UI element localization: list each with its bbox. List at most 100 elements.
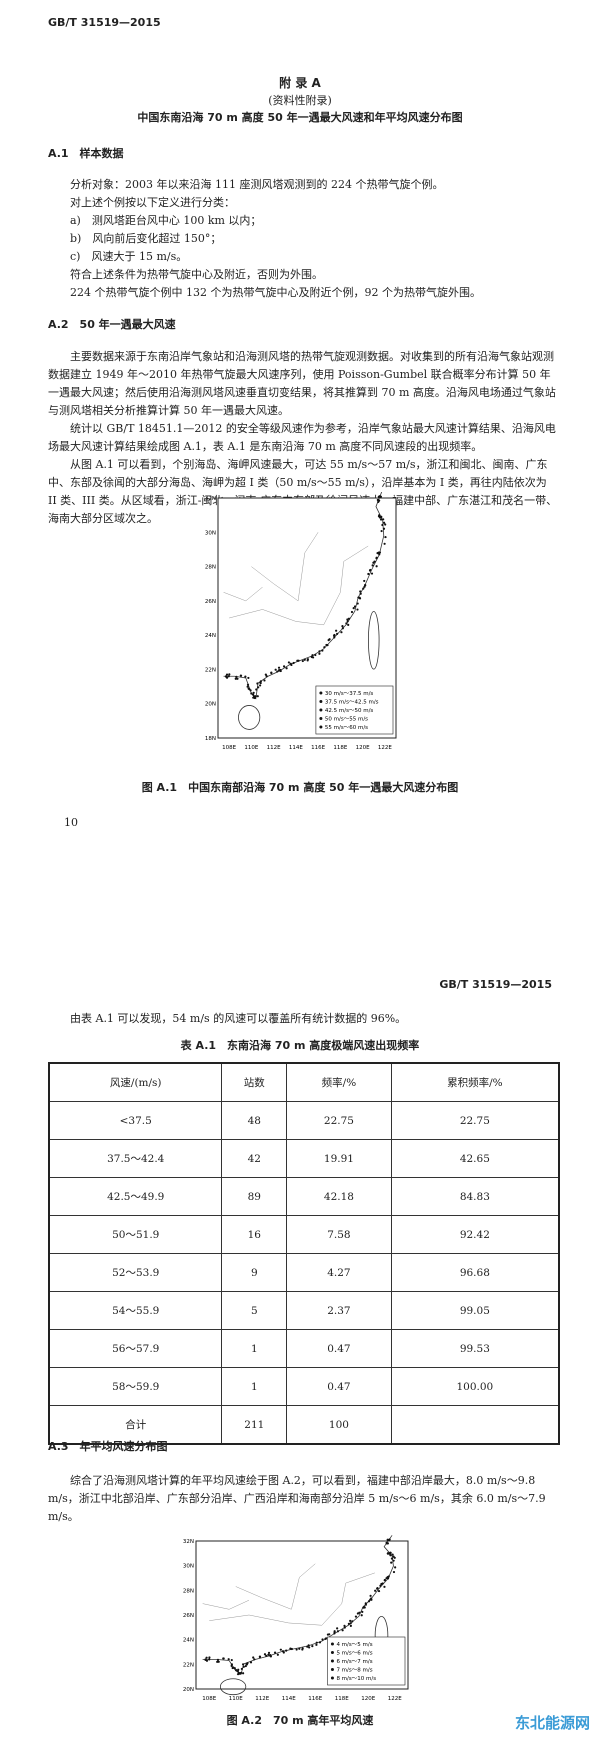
station-dot	[335, 629, 338, 632]
table: 风速/(m/s) 站数 频率/% 累积频率/% <37.5 48 22.75 22.75 37.…	[48, 1062, 560, 1445]
station-dot	[208, 1658, 211, 1661]
paragraph: 224 个热带气旋个例中 132 个为热带气旋中心及附近个例，92 个为热带气旋…	[70, 286, 481, 299]
station-dot	[239, 674, 243, 677]
figure-caption: 图 A.1 中国东南部沿海 70 m 高度 50 年一遇最大风速分布图	[141, 781, 459, 794]
station-dot	[265, 674, 268, 678]
watermark: 东北能源网	[514, 1714, 590, 1732]
station-dot	[378, 553, 381, 556]
station-dot	[375, 556, 378, 559]
station-dot	[241, 1663, 245, 1666]
station-dot	[252, 691, 255, 694]
boundary	[235, 1563, 316, 1610]
table-cell: 16	[221, 1215, 288, 1254]
legend-marker	[319, 691, 323, 695]
station-dot	[216, 1660, 219, 1663]
table-row: 42.5～49.9 89 42.18 84.83	[48, 1177, 560, 1216]
legend-label: 55 m/s～60 m/s	[325, 725, 368, 731]
legend-label: 5 m/s～6 m/s	[336, 1651, 372, 1657]
station-dot	[315, 1641, 318, 1644]
station-dot	[326, 643, 329, 647]
station-dot	[364, 1603, 368, 1606]
station-dot	[379, 518, 383, 521]
station-dot	[251, 693, 255, 696]
x-axis-label: 112E	[255, 1696, 269, 1702]
island	[238, 705, 261, 730]
table-cell: 7.58	[286, 1215, 392, 1254]
y-axis-label: 30N	[205, 530, 216, 536]
legend-marker	[319, 700, 323, 703]
station-dot	[382, 518, 385, 521]
x-axis-label: 108E	[222, 745, 236, 751]
station-dot	[321, 1638, 324, 1641]
station-dot	[380, 529, 383, 533]
station-dot	[350, 610, 354, 614]
station-dot	[343, 1626, 346, 1629]
table-cell: 92.42	[390, 1215, 560, 1254]
station-dot	[234, 677, 237, 680]
legend-marker	[330, 1676, 334, 1680]
station-dot	[311, 1644, 314, 1648]
table-cell: 89	[221, 1177, 288, 1216]
station-dot	[385, 1577, 388, 1580]
station-dot	[341, 1629, 344, 1632]
x-axis-label: 110E	[229, 1696, 243, 1702]
station-dot	[384, 523, 387, 526]
station-dot	[230, 1664, 233, 1667]
station-dot	[347, 617, 351, 620]
boundary	[202, 1599, 250, 1610]
station-dot	[383, 542, 386, 545]
y-axis-label: 32N	[183, 1539, 194, 1545]
station-dot	[363, 579, 366, 583]
y-axis-label: 26N	[205, 599, 216, 605]
station-dot	[336, 1630, 340, 1633]
station-dot	[384, 535, 387, 539]
appendix-label: 附 录 A	[279, 76, 321, 90]
table-cell: 42.5～49.9	[48, 1177, 223, 1216]
paragraph: a) 测风塔距台风中心 100 km 以内；	[70, 214, 262, 227]
table-cell: 42	[221, 1139, 288, 1178]
station-dot	[394, 1566, 397, 1569]
station-dot	[391, 1553, 394, 1556]
station-dot	[386, 1538, 389, 1541]
paragraph: c) 风速大于 15 m/s。	[70, 250, 188, 263]
x-axis-label: 118E	[335, 1696, 349, 1702]
station-dot	[379, 515, 383, 518]
station-dot	[377, 500, 380, 503]
station-dot	[252, 1656, 255, 1659]
legend-label: 42.5 m/s～50 m/s	[325, 708, 374, 714]
station-dot	[352, 607, 355, 610]
station-dot	[285, 1649, 288, 1652]
section-heading: A.1 样本数据	[48, 147, 124, 160]
station-dot	[255, 688, 258, 691]
paragraph: 统计以 GB/T 18451.1—2012 的安全等级风速作为参考，沿岸气象站最…	[48, 422, 556, 453]
x-axis-label: 108E	[202, 1696, 216, 1702]
station-dot	[347, 623, 350, 626]
table-row: 54～55.9 5 2.37 99.05	[48, 1291, 560, 1330]
station-dot	[373, 560, 376, 563]
station-dot	[349, 1622, 352, 1625]
station-dot	[364, 584, 367, 587]
table-row: 52～53.9 9 4.27 96.68	[48, 1253, 560, 1292]
station-dot	[327, 639, 330, 642]
table-cell: 99.05	[390, 1291, 560, 1330]
station-dot	[371, 564, 374, 567]
station-dot	[256, 695, 259, 698]
station-dot	[368, 569, 372, 572]
station-dot	[386, 1552, 389, 1555]
station-dot	[277, 666, 281, 669]
station-dot	[265, 1654, 268, 1657]
map-figure: 108E 110E 112E 114E 116E 118E 120E 122E 20N 22N 24…	[183, 1535, 409, 1702]
legend-label: 7 m/s～8 m/s	[336, 1668, 372, 1674]
legend-marker	[330, 1668, 334, 1671]
station-dot	[374, 1589, 377, 1592]
station-dot	[390, 1557, 394, 1560]
map-figure: 108E 110E 112E 114E 116E 118E 120E 122E 18N 20N 22…	[205, 492, 397, 751]
station-dot	[259, 681, 262, 685]
boundary	[251, 532, 319, 602]
y-axis-label: 24N	[205, 633, 216, 639]
section-heading: A.3 年平均风速分布图	[48, 1440, 168, 1453]
island	[219, 1678, 247, 1696]
paragraph: b) 风向前后变化超过 150°；	[70, 232, 222, 245]
station-dot	[249, 1661, 253, 1664]
